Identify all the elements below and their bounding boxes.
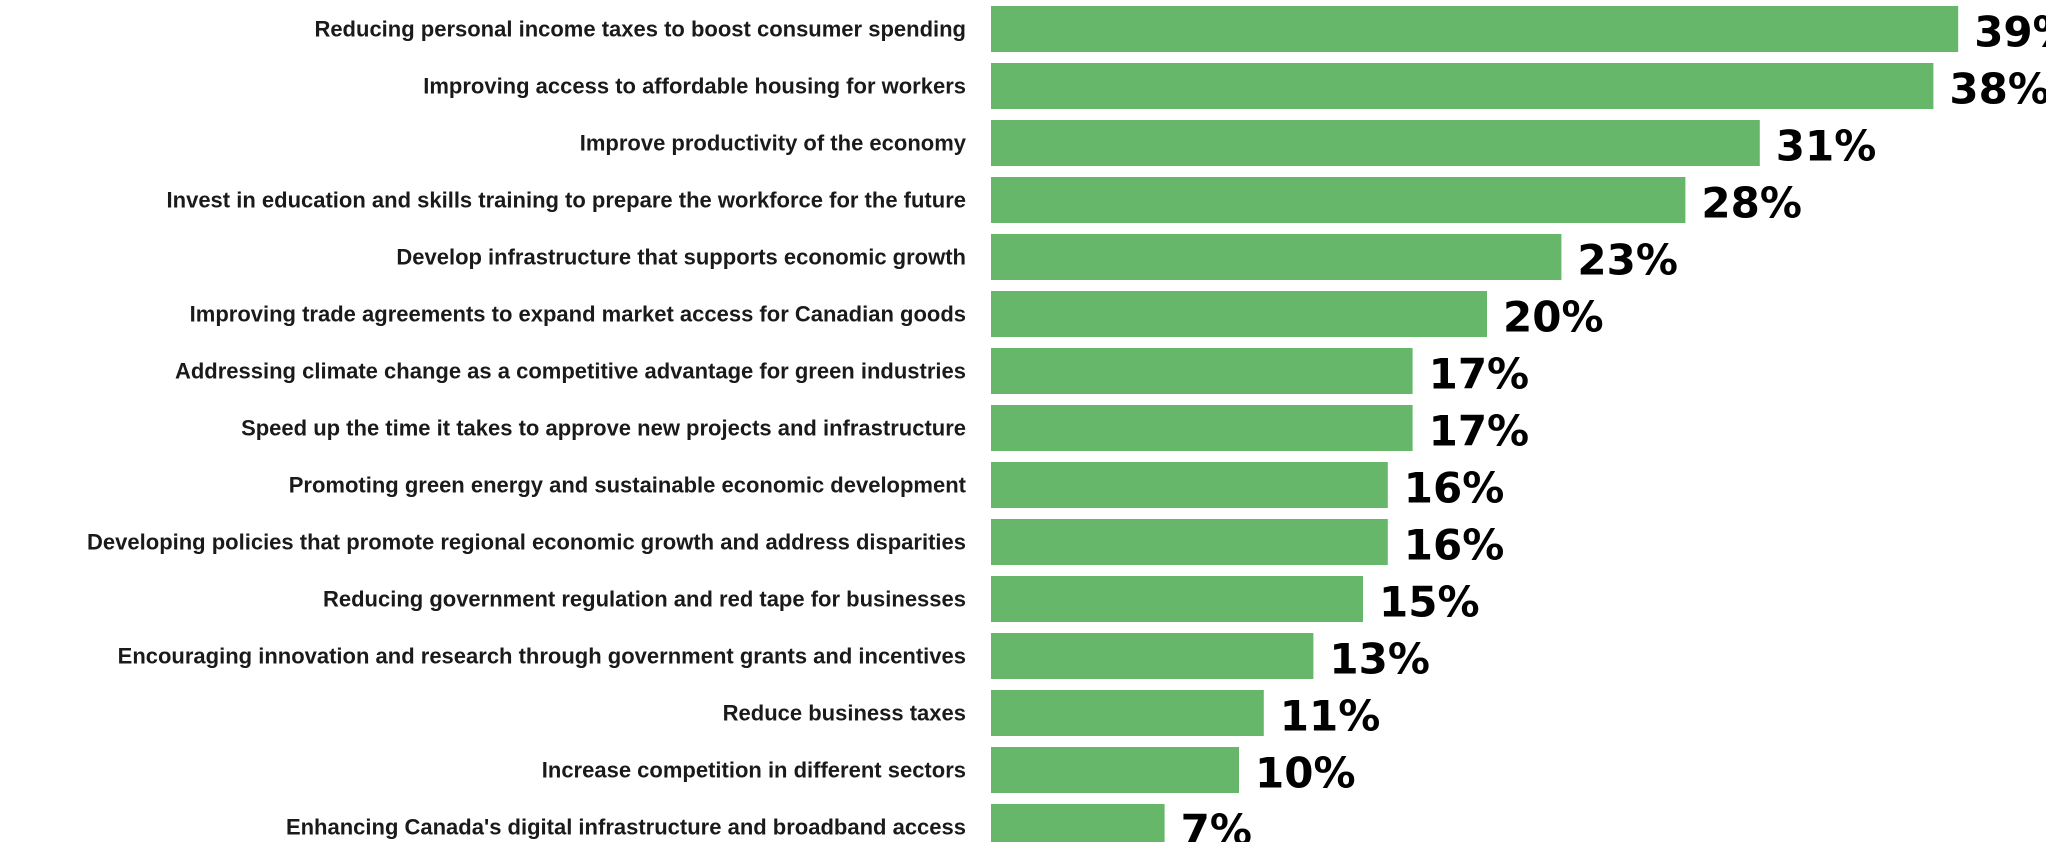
value-label: 31% [1776, 122, 1877, 171]
category-labels: Reducing personal income taxes to boost … [87, 17, 967, 840]
bar [991, 291, 1487, 337]
bar [991, 234, 1562, 280]
value-label: 17% [1429, 350, 1530, 399]
category-label: Develop infrastructure that supports eco… [396, 245, 966, 270]
category-label: Speed up the time it takes to approve ne… [241, 416, 966, 441]
category-label: Invest in education and skills training … [167, 188, 966, 213]
category-label: Encouraging innovation and research thro… [118, 644, 966, 669]
value-label: 13% [1329, 635, 1430, 684]
bar [991, 633, 1314, 679]
category-label: Addressing climate change as a competiti… [175, 359, 966, 384]
category-label: Improve productivity of the economy [580, 131, 967, 156]
category-label: Improving trade agreements to expand mar… [190, 302, 966, 327]
category-label: Reducing personal income taxes to boost … [314, 17, 966, 42]
value-label: 39% [1974, 8, 2046, 57]
bar [991, 405, 1413, 451]
value-label: 16% [1404, 521, 1505, 570]
category-label: Reduce business taxes [723, 701, 966, 726]
bar [991, 576, 1363, 622]
bar [991, 120, 1760, 166]
category-label: Reducing government regulation and red t… [323, 587, 966, 612]
bar [991, 6, 1959, 52]
category-label: Promoting green energy and sustainable e… [289, 473, 967, 498]
value-label: 7% [1181, 806, 1252, 842]
bar [991, 690, 1264, 736]
value-label: 16% [1404, 464, 1505, 513]
bar [991, 63, 1934, 109]
bars-group [991, 6, 1959, 842]
bar [991, 519, 1388, 565]
bar [991, 177, 1686, 223]
value-label: 28% [1701, 179, 1802, 228]
value-label: 17% [1429, 407, 1530, 456]
value-label: 15% [1379, 578, 1480, 627]
bar [991, 804, 1165, 842]
value-label: 10% [1255, 749, 1356, 798]
bar [991, 462, 1388, 508]
category-label: Improving access to affordable housing f… [423, 74, 966, 99]
value-label: 20% [1503, 293, 1604, 342]
category-label: Enhancing Canada's digital infrastructur… [286, 815, 966, 840]
value-labels: 39% 38% 31% 28% 23% 20% 17% 17% 16% 16% 15% 13% 11% 1… [1181, 8, 2046, 842]
bar [991, 348, 1413, 394]
value-label: 11% [1280, 692, 1381, 741]
category-label: Developing policies that promote regiona… [87, 530, 966, 555]
bar [991, 747, 1239, 793]
value-label: 23% [1577, 236, 1678, 285]
category-label: Increase competition in different sector… [542, 758, 966, 783]
value-label: 38% [1949, 65, 2046, 114]
